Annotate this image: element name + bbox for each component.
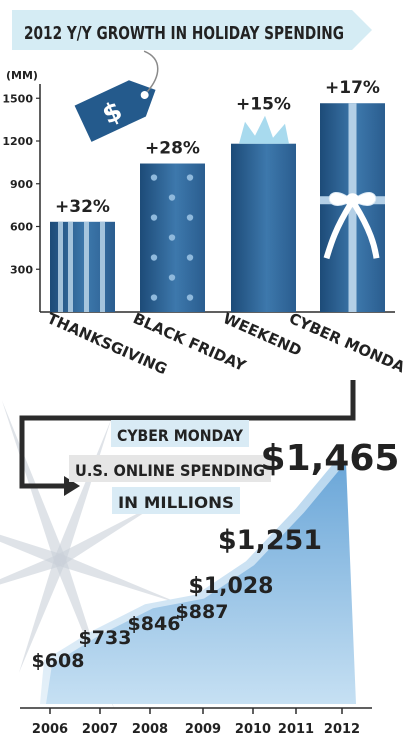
area-title-band [69,455,271,482]
bar-stripe [84,221,89,312]
bar-y-tick-label: 1200 [2,135,33,148]
area-series [40,458,356,704]
area-fill [46,462,356,704]
cyber-monday-area-chart: CYBER MONDAY U.S. ONLINE SPENDING IN MILLI… [20,420,399,737]
starburst-decoration [0,400,183,711]
area-value-label: $887 [176,601,229,623]
bar-dot [150,294,158,301]
bar-dot [186,294,194,301]
bar-growth-label: +28% [145,139,200,159]
area-title-line: U.S. ONLINE SPENDING [75,461,265,480]
area-title-line: IN MILLIONS [118,493,234,512]
gift-tissue-icon [239,115,289,144]
bar-weekend: +15% [231,95,296,312]
area-x-tick-label: 2009 [185,722,221,737]
area-chart-title: CYBER MONDAY U.S. ONLINE SPENDING IN MILLI… [69,420,271,514]
bar-y-tick-label: 900 [10,178,33,191]
bar-stripe [68,221,73,312]
bar-y-ticks: 300 600 900 1200 1500 [2,92,40,276]
area-title-line: CYBER MONDAY [117,426,243,445]
area-x-tick-label: 2011 [278,722,314,737]
bars: +32% +28% +15% +17% [50,78,385,312]
bar-dot [168,274,176,281]
area-x-tick-label: 2012 [324,722,360,737]
bar-y-tick-label: 600 [10,221,33,234]
area-title-band [111,420,249,447]
bar-rect [231,143,296,312]
bar-growth-label: +15% [236,95,291,115]
starburst-ray [1,400,66,563]
area-value-label: $608 [32,650,85,672]
gift-bow-icon [323,192,380,260]
area-x-tick-label: 2006 [32,722,68,737]
area-value-labels: $608$733$846$887$1,028 $1,251 $1,465 [32,438,400,672]
bar-dot [186,254,194,261]
bar-stripe [100,221,105,312]
area-value-label: $1,251 [218,525,322,556]
bar-y-tick-label: 300 [10,263,33,276]
bar-category-label: CYBER MONDAY [286,309,404,380]
area-x-tick-label: 2007 [82,722,118,737]
bar-growth-label: +32% [55,197,110,217]
bar-stripe [58,221,63,312]
area-title-band [112,487,240,514]
bar-dot [186,174,194,181]
area-value-label: $846 [128,613,181,635]
bar-dot [150,174,158,181]
bar-cyber-monday: +17% [320,78,385,312]
y-axis-unit-label: (MM) [6,69,38,82]
bar-dot [168,234,176,241]
chart-title: 2012 Y/Y GROWTH IN HOLIDAY SPENDING [24,23,344,44]
dollar-price-tag-icon: $ [74,50,159,142]
starburst-ray [57,500,164,566]
area-x-tick-label: 2010 [235,722,271,737]
title-band [12,10,372,50]
starburst-ray [57,554,183,605]
area-value-label: $733 [79,627,132,649]
starburst-ray [0,554,63,585]
bar-dot [186,214,194,221]
area-value-label: $1,028 [189,574,274,599]
bar-dot [150,214,158,221]
starburst-ray [18,557,66,673]
starburst-ray [0,534,63,566]
bar-growth-label: +17% [325,78,380,98]
starburst-ray [54,419,112,563]
connector-arrow-icon [19,380,356,496]
bar-thanksgiving: +32% [50,197,115,312]
area-x-ticks: 2006 2007 2008 2009 2010 2011 2012 [32,708,360,737]
bar-dot [168,194,176,201]
gift-ribbon-vertical [348,103,357,312]
bar-y-tick-label: 1500 [2,92,33,105]
title-banner: 2012 Y/Y GROWTH IN HOLIDAY SPENDING [12,10,372,50]
area-value-label: $1,465 [261,438,400,479]
area-x-tick-label: 2008 [132,722,168,737]
bar-dot [150,254,158,261]
bar-black-friday: +28% [140,139,205,312]
